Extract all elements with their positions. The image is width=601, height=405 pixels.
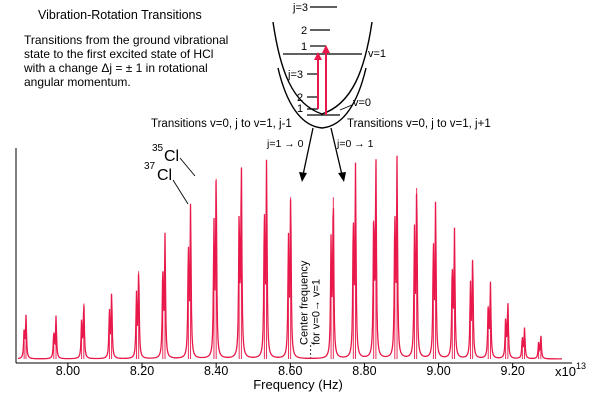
lower-j-label: 2: [297, 92, 303, 104]
level-v0-label: v=0: [353, 97, 371, 109]
transition-label-left: j=1 → 0: [266, 138, 304, 150]
pointer-line-left: [302, 127, 314, 176]
lower-j-label: j=3: [287, 69, 303, 81]
potential-well-lower: [277, 67, 367, 129]
x-multiplier-base: x10: [555, 364, 576, 379]
branch-label-right: Transitions v=0, j to v=1, j+1: [347, 118, 491, 130]
description-line: state to the first excited state of HCl: [24, 47, 214, 61]
upper-j-label: 1: [301, 41, 307, 53]
isotope-37-symbol: Cl: [157, 167, 172, 184]
center-frequency-line-2: for v=0→ v=1: [311, 279, 323, 345]
isotope-35-leader: [179, 157, 196, 177]
description-line: Transitions from the ground vibrational: [24, 33, 229, 47]
branch-label-left: Transitions v=0, j to v=1, j-1: [151, 118, 292, 130]
description-line: with a change Δj = ± 1 in rotational: [24, 61, 208, 75]
center-frequency-label: Center frequency for v=0→ v=1: [299, 258, 323, 345]
isotope-35-mass: 35: [152, 143, 164, 154]
description-line: angular momentum.: [24, 75, 131, 89]
isotope-35-symbol: Cl: [164, 148, 179, 165]
level-v1-label: v=1: [368, 48, 386, 60]
v0-leader: [339, 104, 353, 111]
isotope-37-mass: 37: [144, 161, 156, 172]
x-tick-label: 8.40: [204, 364, 228, 378]
x-tick-label: 9.00: [426, 364, 450, 378]
x-tick-label: 9.20: [501, 364, 525, 378]
x-tick-label: 8.20: [130, 364, 154, 378]
page-title: Vibration-Rotation Transitions: [38, 8, 202, 22]
x-tick-label: 8.00: [56, 364, 80, 378]
x-ticks: 8.00 8.20 8.40 8.60 8.80 9.00 9.20: [56, 363, 525, 378]
x-multiplier-exponent: 13: [576, 361, 586, 371]
description-text: Transitions from the ground vibrational …: [24, 33, 254, 89]
isotope-37-leader: [172, 179, 189, 205]
x-axis-title: Frequency (Hz): [253, 377, 343, 392]
arrowhead-icon: [314, 52, 322, 60]
upper-j-label: j=3: [292, 2, 308, 14]
spectrum-line: [17, 155, 562, 360]
upper-j-label: 2: [301, 25, 307, 37]
x-tick-label: 8.60: [278, 364, 302, 378]
transition-label-right: j=0 → 1: [336, 138, 374, 150]
spectrum-traces: [17, 155, 562, 360]
center-frequency-line-1: Center frequency: [299, 260, 311, 345]
pointer-line-right: [330, 127, 343, 176]
potential-well-upper: [272, 21, 373, 115]
x-multiplier: x1013: [555, 361, 586, 379]
arrowhead-icon: [338, 172, 346, 182]
arrowhead-icon: [322, 45, 330, 53]
x-tick-label: 8.80: [352, 364, 376, 378]
arrowhead-icon: [299, 172, 307, 182]
lower-j-label: 1: [297, 103, 303, 115]
